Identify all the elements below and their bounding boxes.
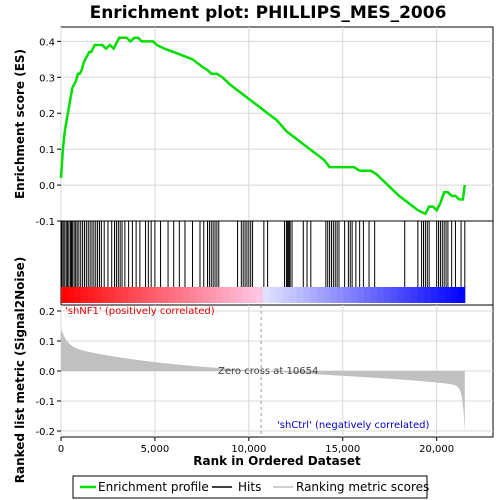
positive-correlation-label: 'shNF1' (positively correlated)	[65, 306, 215, 317]
rank-bar-segment	[276, 287, 284, 303]
rank-bar-segment	[336, 287, 345, 303]
rank-bar-segment	[397, 287, 405, 303]
rank-bar-segment	[256, 287, 264, 303]
rank-bar-segment	[310, 287, 318, 303]
rank-bar-segment	[209, 287, 217, 303]
rank-bar-segment	[108, 287, 116, 303]
metric-tick-label: 0.1	[39, 337, 55, 348]
rank-bar-segment	[343, 287, 351, 303]
rank-bar-segment	[94, 287, 102, 303]
metric-y-axis-label: Ranked list metric (Signal2Noise)	[13, 257, 27, 484]
es-grid	[60, 27, 493, 222]
rank-bar-segment	[235, 287, 244, 303]
negative-correlation-label: 'shCtrl' (negatively correlated)	[277, 420, 429, 431]
metric-tick-label: 0.2	[39, 307, 55, 318]
rank-bar-segment	[249, 287, 257, 303]
rank-bar-segment	[128, 287, 136, 303]
rank-bar-segment	[289, 287, 298, 303]
rank-bar-segment	[370, 287, 378, 303]
rank-bar-segment	[444, 287, 452, 303]
rank-bar-segment	[81, 287, 89, 303]
x-tick-label: 5,000	[141, 444, 170, 455]
metric-tick-label: 0.0	[39, 367, 55, 378]
rank-bar-segment	[168, 287, 176, 303]
es-tick-label: 0.4	[39, 37, 55, 48]
x-tick-label: 20,000	[419, 444, 454, 455]
x-axis-label: Rank in Ordered Dataset	[193, 454, 361, 468]
chart-title: Enrichment plot: PHILLIPS_MES_2006	[90, 3, 447, 23]
rank-bar-segment	[350, 287, 358, 303]
rank-bar-segment	[161, 287, 170, 303]
rank-bar-segment	[458, 287, 466, 303]
rank-bar-segment	[363, 287, 372, 303]
rank-bar-segment	[390, 287, 399, 303]
rank-bar-segment	[182, 287, 190, 303]
x-axis: 0 5,000 10,000 15,000 20,000	[58, 437, 454, 455]
metric-tick-label: -0.1	[35, 397, 55, 408]
rank-bar-segment	[451, 287, 459, 303]
rank-bar-segment	[384, 287, 392, 303]
es-tick-label: 0.2	[39, 109, 55, 120]
rank-bar-segment	[121, 287, 129, 303]
rank-bar-segment	[222, 287, 230, 303]
rank-bar-segment	[417, 287, 425, 303]
rank-bar-segment	[195, 287, 203, 303]
metric-tick-label: -0.2	[35, 427, 55, 438]
rank-bar-segment	[431, 287, 439, 303]
rank-color-bar	[61, 287, 466, 303]
rank-bar-segment	[155, 287, 163, 303]
legend: Enrichment profile Hits Ranking metric s…	[72, 475, 429, 499]
rank-bar-segment	[202, 287, 210, 303]
rank-bar-segment	[262, 287, 271, 303]
rank-bar-segment	[61, 287, 69, 303]
rank-bar-segment	[283, 287, 291, 303]
rank-bar-segment	[330, 287, 338, 303]
rank-bar-segment	[135, 287, 143, 303]
ranking-metric-area	[61, 328, 465, 431]
legend-label-metric: Ranking metric scores	[296, 480, 429, 494]
es-tick-label: 0.0	[39, 181, 55, 192]
rank-bar-segment	[316, 287, 324, 303]
es-y-axis-label: Enrichment score (ES)	[13, 49, 27, 199]
x-tick-label: 0	[58, 444, 64, 455]
rank-bar-segment	[357, 287, 365, 303]
rank-bar-segment	[215, 287, 224, 303]
legend-box	[72, 475, 428, 499]
rank-bar-segment	[377, 287, 385, 303]
rank-bar-segment	[296, 287, 304, 303]
rank-bar-segment	[188, 287, 197, 303]
rank-bar-segment	[148, 287, 156, 303]
rank-bar-segment	[67, 287, 75, 303]
rank-bar-segment	[74, 287, 82, 303]
es-panel-frame	[60, 26, 494, 222]
rank-bar-segment	[87, 287, 96, 303]
x-tick-label: 10,000	[231, 444, 266, 455]
rank-bar-segment	[141, 287, 149, 303]
es-tick-label: -0.1	[35, 217, 55, 228]
hits-lines	[61, 221, 466, 287]
es-tick-label: 0.1	[39, 145, 55, 156]
rank-bar-segment	[242, 287, 250, 303]
rank-bar-segment	[404, 287, 412, 303]
rank-bar-segment	[303, 287, 311, 303]
rank-bar-segment	[101, 287, 109, 303]
rank-bar-segment	[410, 287, 419, 303]
metric-y-axis: -0.2 -0.1 0.0 0.1 0.2	[35, 307, 61, 438]
legend-label-hits: Hits	[238, 480, 261, 494]
rank-bar-segment	[114, 287, 123, 303]
rank-bar-segment	[323, 287, 331, 303]
rank-bar-segment	[437, 287, 446, 303]
es-tick-label: 0.3	[39, 73, 55, 84]
rank-bar-segment	[229, 287, 237, 303]
rank-bar-segment	[175, 287, 183, 303]
rank-bar-segment	[424, 287, 432, 303]
x-tick-label: 15,000	[325, 444, 360, 455]
enrichment-profile-line	[59, 36, 467, 216]
legend-label-profile: Enrichment profile	[98, 480, 209, 494]
rank-bar-segment	[269, 287, 277, 303]
zero-cross-label: Zero cross at 10654	[218, 366, 318, 377]
es-y-axis: -0.1 0.0 0.1 0.2 0.3 0.4	[35, 37, 61, 228]
